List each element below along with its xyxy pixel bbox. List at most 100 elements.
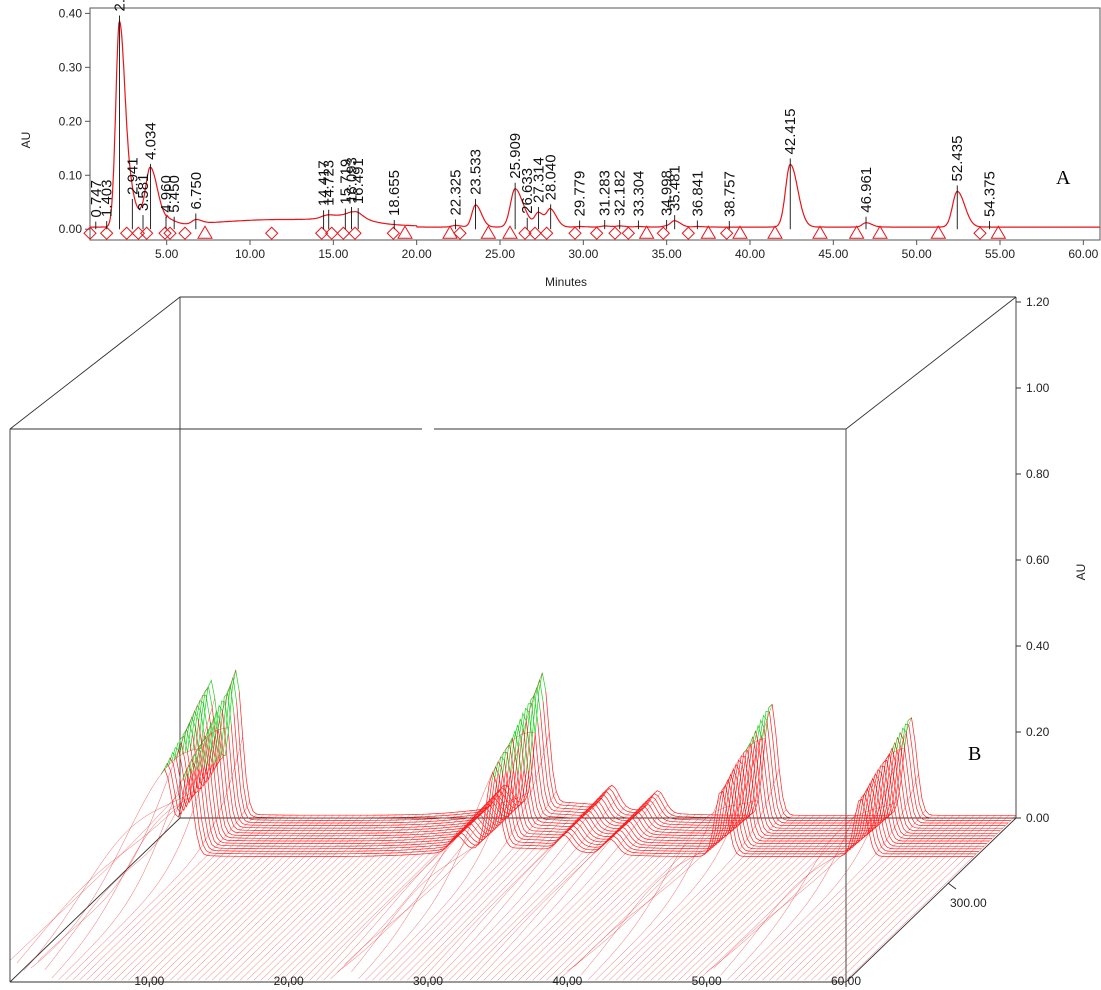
wire-row (749, 743, 998, 834)
wire-row (209, 716, 221, 768)
wire-column (790, 815, 961, 981)
baseline-marker-triangle (502, 225, 518, 239)
x-tick-label: 15.00 (318, 247, 348, 261)
wire-column (149, 815, 320, 981)
baseline-marker-diamond (119, 226, 134, 240)
wire-row (211, 704, 223, 765)
wire-row (497, 761, 979, 852)
baseline-marker-diamond (83, 226, 97, 240)
baseline-marker-triangle (480, 225, 497, 239)
wire-column (393, 801, 564, 981)
wire-column (225, 814, 397, 981)
peak-label: 29.779 (572, 171, 589, 217)
baseline-marker-diamond (719, 226, 734, 240)
wire-row (191, 759, 495, 852)
wire-column (804, 815, 975, 981)
baseline-marker-diamond (131, 226, 146, 240)
peak-label: 25.909 (507, 133, 524, 179)
wire-row (747, 749, 995, 837)
wire-row (238, 691, 536, 816)
wire-column (588, 799, 759, 980)
baseline-marker-triangle (812, 225, 828, 239)
wire-row (173, 742, 182, 760)
peak-label: 2.941 (124, 157, 141, 195)
wire-row (908, 724, 1014, 819)
wire-column (546, 814, 717, 981)
baseline-marker-diamond (528, 226, 542, 240)
wire-column (720, 814, 891, 976)
wire-row (755, 730, 892, 829)
wire-row (503, 759, 982, 850)
peak-label: 26.633 (519, 168, 536, 214)
wire-row (176, 735, 188, 758)
wire-row (219, 720, 517, 832)
baseline-marker-diamond (681, 226, 696, 240)
wire-column (497, 804, 668, 981)
wire-row (187, 710, 199, 752)
wire-column (734, 747, 905, 981)
x-tick-label: 30.00 (568, 247, 598, 261)
chromatogram-3d-panel-b: 0.00 0.20 0.40 0.60 0.80 1.00 1.20 10.00 20.00 3… (10, 295, 1088, 988)
wire-column (685, 815, 856, 981)
wire-column (372, 672, 543, 981)
wire-row (171, 747, 179, 763)
x-tick-label: 40.00 (552, 974, 582, 988)
box-edge (9, 817, 181, 983)
wire-row (491, 766, 496, 781)
wire-row (766, 720, 900, 821)
baseline-marker-diamond (608, 226, 622, 240)
wire-row (185, 764, 190, 779)
wire-column (553, 814, 724, 981)
wire-row (890, 742, 896, 755)
wire-row (771, 704, 905, 816)
x-tick-label: 50.00 (692, 974, 722, 988)
wire-column (100, 814, 271, 981)
wire-column (386, 791, 557, 981)
x-tick-label: 35.00 (652, 247, 682, 261)
wire-column (344, 796, 515, 965)
z-axis-b: 0.00 0.20 0.40 0.60 0.80 1.00 1.20 (1016, 295, 1050, 825)
wire-column (776, 815, 947, 981)
wire-row (510, 724, 522, 772)
wire-row (168, 751, 177, 765)
wire-row (494, 761, 499, 779)
peak-label: 34.998 (659, 170, 676, 216)
wire-row (214, 700, 229, 763)
peak-label: 3.581 (135, 174, 152, 212)
wire-column (427, 802, 599, 981)
wire-column (650, 815, 822, 981)
wire-column (309, 809, 480, 981)
wire-column (602, 704, 773, 981)
wire-row (905, 732, 1011, 821)
baseline-marker-diamond (139, 226, 154, 240)
wire-row (520, 739, 745, 837)
wire-column (699, 815, 870, 979)
wire-column (420, 803, 592, 981)
depth-tick-mark (947, 882, 957, 890)
wire-row (897, 737, 1006, 826)
wire-column (365, 732, 536, 981)
wire-row (537, 722, 758, 824)
wire-column (267, 813, 438, 981)
wire-column (483, 793, 654, 981)
z-tick-label: 1.00 (1026, 381, 1050, 395)
plot-frame-a (89, 7, 1101, 241)
baseline-marker-diamond (621, 226, 636, 240)
wire-row (230, 724, 525, 824)
wire-row (899, 732, 1008, 824)
wire-row (534, 672, 547, 734)
peak-label: 32.182 (612, 170, 629, 216)
y-axis-a: 0.00 0.10 0.20 0.30 0.40 (59, 6, 90, 236)
baseline-marker-diamond (453, 226, 467, 240)
wire-column (622, 814, 794, 981)
baseline-marker-triangle (872, 225, 888, 239)
wire-column (434, 792, 606, 981)
wire-row (224, 669, 240, 756)
baseline-marker-triangle (767, 225, 783, 239)
wire-column (574, 815, 745, 968)
wire-row (518, 707, 533, 772)
wire-column (135, 815, 306, 981)
wire-column (664, 815, 836, 981)
wire-column (657, 815, 829, 981)
